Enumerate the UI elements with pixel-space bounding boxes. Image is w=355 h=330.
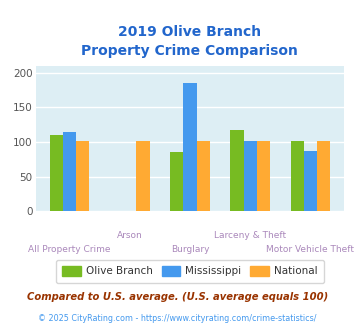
Text: Burglary: Burglary [171, 245, 209, 253]
Bar [230, 130, 244, 211]
Bar [76, 141, 89, 211]
Bar [50, 135, 63, 211]
Bar [197, 141, 210, 211]
Text: Motor Vehicle Theft: Motor Vehicle Theft [267, 245, 354, 253]
Bar [136, 141, 149, 211]
Bar [290, 141, 304, 211]
Text: Compared to U.S. average. (U.S. average equals 100): Compared to U.S. average. (U.S. average … [27, 292, 328, 302]
Text: © 2025 CityRating.com - https://www.cityrating.com/crime-statistics/: © 2025 CityRating.com - https://www.city… [38, 314, 317, 323]
Legend: Olive Branch, Mississippi, National: Olive Branch, Mississippi, National [56, 260, 324, 283]
Bar [63, 132, 76, 211]
Bar [183, 83, 197, 211]
Text: All Property Crime: All Property Crime [28, 245, 111, 253]
Bar [244, 141, 257, 211]
Bar [257, 141, 270, 211]
Text: Larceny & Theft: Larceny & Theft [214, 231, 286, 240]
Bar [170, 152, 183, 211]
Text: Arson: Arson [117, 231, 143, 240]
Bar [304, 151, 317, 211]
Title: 2019 Olive Branch
Property Crime Comparison: 2019 Olive Branch Property Crime Compari… [82, 25, 298, 58]
Bar [317, 141, 330, 211]
